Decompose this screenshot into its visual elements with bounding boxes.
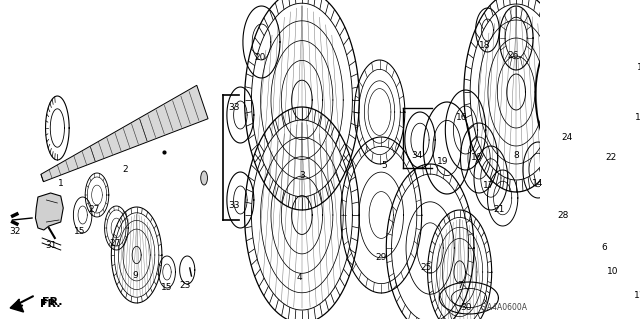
Text: SJA4A0600A: SJA4A0600A [481, 303, 528, 313]
Text: 33: 33 [228, 103, 240, 113]
Polygon shape [10, 300, 24, 312]
Text: 7: 7 [457, 281, 463, 291]
Text: 20: 20 [254, 54, 266, 63]
Text: 5: 5 [381, 160, 387, 169]
Text: 16: 16 [471, 153, 483, 162]
Text: 34: 34 [411, 152, 422, 160]
Text: 8: 8 [513, 151, 519, 160]
Text: 23: 23 [180, 280, 191, 290]
Text: 10: 10 [607, 268, 618, 277]
Text: 14: 14 [532, 179, 544, 188]
Text: 31: 31 [45, 241, 56, 249]
Polygon shape [41, 85, 208, 182]
Text: 15: 15 [161, 284, 173, 293]
Text: FR.: FR. [42, 297, 63, 307]
Text: 30: 30 [460, 303, 471, 313]
Text: 3: 3 [299, 170, 305, 180]
Text: 32: 32 [10, 227, 21, 236]
Text: 15: 15 [74, 227, 86, 236]
Text: 33: 33 [228, 201, 240, 210]
Text: 25: 25 [420, 263, 431, 272]
Text: 12: 12 [637, 63, 640, 72]
Text: 27: 27 [109, 240, 120, 249]
Text: 22: 22 [605, 153, 616, 162]
Text: 16: 16 [456, 114, 468, 122]
Text: 13: 13 [636, 114, 640, 122]
Text: 24: 24 [561, 133, 572, 143]
Ellipse shape [201, 171, 207, 185]
Text: 19: 19 [437, 158, 449, 167]
Text: 6: 6 [601, 243, 607, 253]
Text: 1: 1 [58, 180, 63, 189]
Text: 28: 28 [557, 211, 569, 219]
Text: 21: 21 [493, 205, 505, 214]
Text: 11: 11 [634, 291, 640, 300]
Text: 9: 9 [132, 271, 138, 280]
Text: 4: 4 [296, 273, 302, 283]
Text: 18: 18 [479, 41, 491, 49]
Text: 29: 29 [376, 254, 387, 263]
Text: 17: 17 [483, 182, 495, 190]
Polygon shape [35, 193, 63, 230]
Text: 2: 2 [122, 166, 127, 174]
Text: FR.: FR. [40, 299, 61, 309]
Text: 27: 27 [89, 205, 100, 214]
Text: 26: 26 [507, 50, 518, 60]
